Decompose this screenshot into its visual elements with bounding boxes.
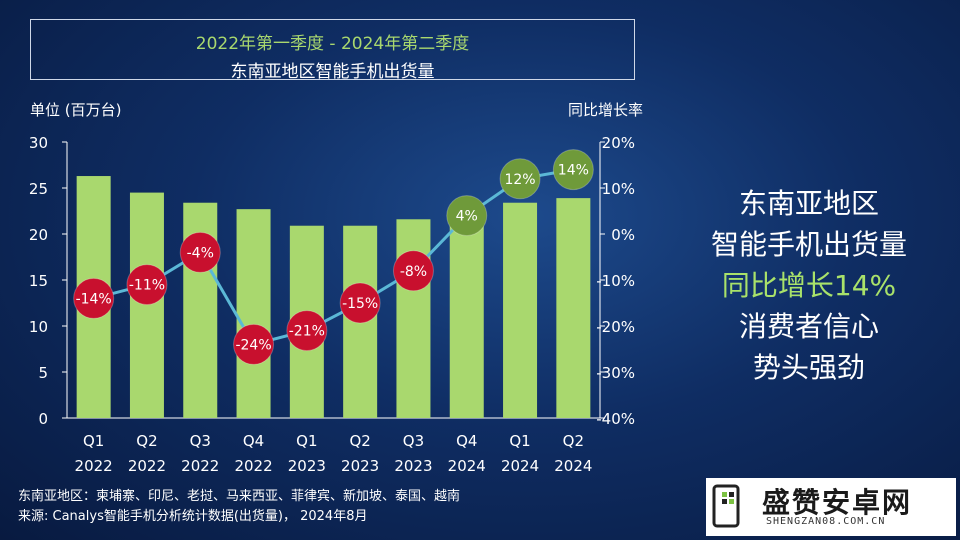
left-tick-label: 15 [29,272,48,290]
growth-point [499,158,541,200]
growth-line [93,168,574,347]
growth-point [392,250,434,292]
x-tick-label-quarter: Q1 [509,432,530,450]
chart-title-main: 东南亚地区智能手机出货量 [230,62,435,82]
bar [503,202,538,418]
footnotes: 东南亚地区：柬埔寨、印尼、老挝、马来西亚、菲律宾、新加坡、泰国、越南 来源: C… [18,487,460,527]
right-tick-label: -40% [596,410,635,428]
growth-data-label: -11% [129,278,165,294]
side-line-3: 同比增长14% [721,269,897,302]
right-tick-label: -20% [596,318,635,336]
footnote-source: 来源: Canalys智能手机分析统计数据(出货量)， 2024年8月 [18,509,368,524]
side-line-2: 智能手机出货量 [710,228,907,261]
left-tick-label: 5 [38,364,48,382]
chart-title-box: 2022年第一季度 - 2024年第二季度 东南亚地区智能手机出货量 [30,19,635,82]
growth-data-label: 12% [504,172,535,188]
x-tick-label-year: 2022 [75,457,113,475]
phone-icon [712,484,740,528]
growth-point [286,310,328,352]
growth-point [552,149,594,191]
left-tick-label: 30 [29,134,48,152]
side-line-4: 消费者信心 [738,310,879,343]
growth-point [233,323,275,365]
growth-data-label: -24% [235,337,271,353]
x-tick-label-year: 2022 [128,457,166,475]
right-axis-title: 同比增长率 [568,101,644,119]
right-tick-label: 10% [602,180,635,198]
x-tick-label-year: 2024 [448,457,486,475]
x-tick-label-year: 2022 [234,457,272,475]
right-tick-label: 0% [611,226,635,244]
left-tick-label: 0 [38,410,48,428]
logo-text: 盛赞安卓网 [762,486,913,519]
right-tick-label: -10% [596,272,635,290]
bar [236,209,271,418]
growth-data-label: 14% [558,163,589,179]
x-tick-label-year: 2023 [341,457,379,475]
left-axis-title: 单位 (百万台) [30,101,122,119]
x-tick-label-quarter: Q3 [403,432,424,450]
x-tick-label-quarter: Q4 [243,432,264,450]
x-tick-label-quarter: Q4 [456,432,477,450]
bar [129,192,164,418]
growth-point [126,264,168,306]
right-tick-label: -30% [596,364,635,382]
growth-point [339,282,381,324]
growth-data-label: -21% [289,324,325,340]
watermark-logo: 盛赞安卓网 SHENGZAN08.COM.CN [706,478,956,536]
x-tick-label-quarter: Q2 [136,432,157,450]
logo-url: SHENGZAN08.COM.CN [766,516,886,527]
growth-data-label: -15% [342,296,378,312]
right-tick-label: 20% [602,134,635,152]
x-tick-label-quarter: Q3 [190,432,211,450]
left-tick-label: 10 [29,318,48,336]
bar [396,219,431,418]
chart-title-period: 2022年第一季度 - 2024年第二季度 [195,34,470,54]
x-tick-label-year: 2022 [181,457,219,475]
growth-point [446,195,488,237]
x-tick-label-year: 2023 [288,457,326,475]
growth-data-label: -8% [400,264,427,280]
left-tick-label: 20 [29,226,48,244]
x-tick-label-year: 2023 [394,457,432,475]
bar [556,198,591,418]
left-tick-label: 25 [29,180,48,198]
growth-data-label: -14% [76,291,112,307]
footnote-region: 东南亚地区：柬埔寨、印尼、老挝、马来西亚、菲律宾、新加坡、泰国、越南 [18,489,461,504]
side-summary: 东南亚地区 智能手机出货量 同比增长14% 消费者信心 势头强劲 [686,183,932,388]
growth-data-label: 4% [456,209,478,225]
side-line-1: 东南亚地区 [738,187,879,220]
x-tick-label-year: 2024 [554,457,592,475]
x-tick-label-quarter: Q1 [83,432,104,450]
x-tick-label-quarter: Q2 [349,432,370,450]
x-tick-label-quarter: Q2 [563,432,584,450]
bar [449,224,484,418]
growth-data-label: -4% [187,245,214,261]
x-tick-label-year: 2024 [501,457,539,475]
side-line-5: 势头强劲 [752,351,865,384]
x-tick-label-quarter: Q1 [296,432,317,450]
growth-point [73,277,115,319]
growth-point [179,231,221,273]
